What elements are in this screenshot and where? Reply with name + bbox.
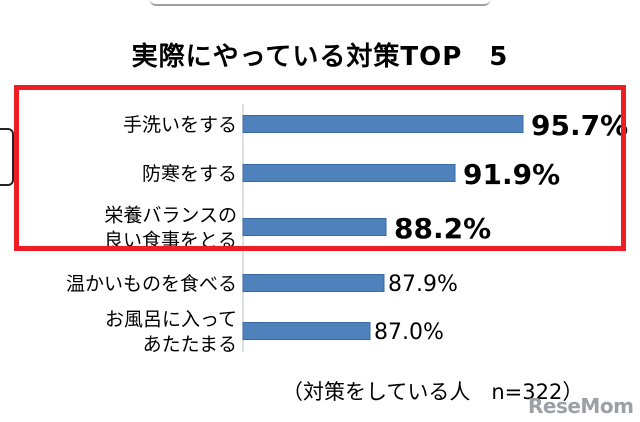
- decorative-top-strip: [150, 0, 490, 6]
- bar-2: [242, 164, 456, 182]
- category-label-5: お風呂に入ってあたたまる: [105, 309, 237, 356]
- chart-title: 実際にやっている対策TOP 5: [131, 42, 509, 72]
- bar-4: [242, 274, 385, 292]
- category-label-1: 手洗いをする: [123, 114, 237, 136]
- value-label-5: 87.0%: [374, 320, 444, 345]
- respondent-note: （対策をしている人 n=322）: [282, 380, 584, 404]
- top-three-highlight-box: [14, 85, 626, 251]
- value-label-2: 91.9%: [463, 158, 560, 191]
- category-label-4: 温かいものを食べる: [66, 273, 237, 295]
- resemom-watermark: ReseMom: [528, 394, 634, 418]
- value-label-1: 95.7%: [531, 109, 628, 142]
- bar-1: [242, 115, 524, 133]
- value-label-3: 88.2%: [394, 212, 491, 245]
- decorative-left-fragment: [0, 128, 14, 186]
- bar-3: [242, 218, 387, 236]
- bar-5: [242, 322, 371, 340]
- category-label-2: 防寒をする: [142, 163, 237, 185]
- value-label-4: 87.9%: [388, 272, 458, 297]
